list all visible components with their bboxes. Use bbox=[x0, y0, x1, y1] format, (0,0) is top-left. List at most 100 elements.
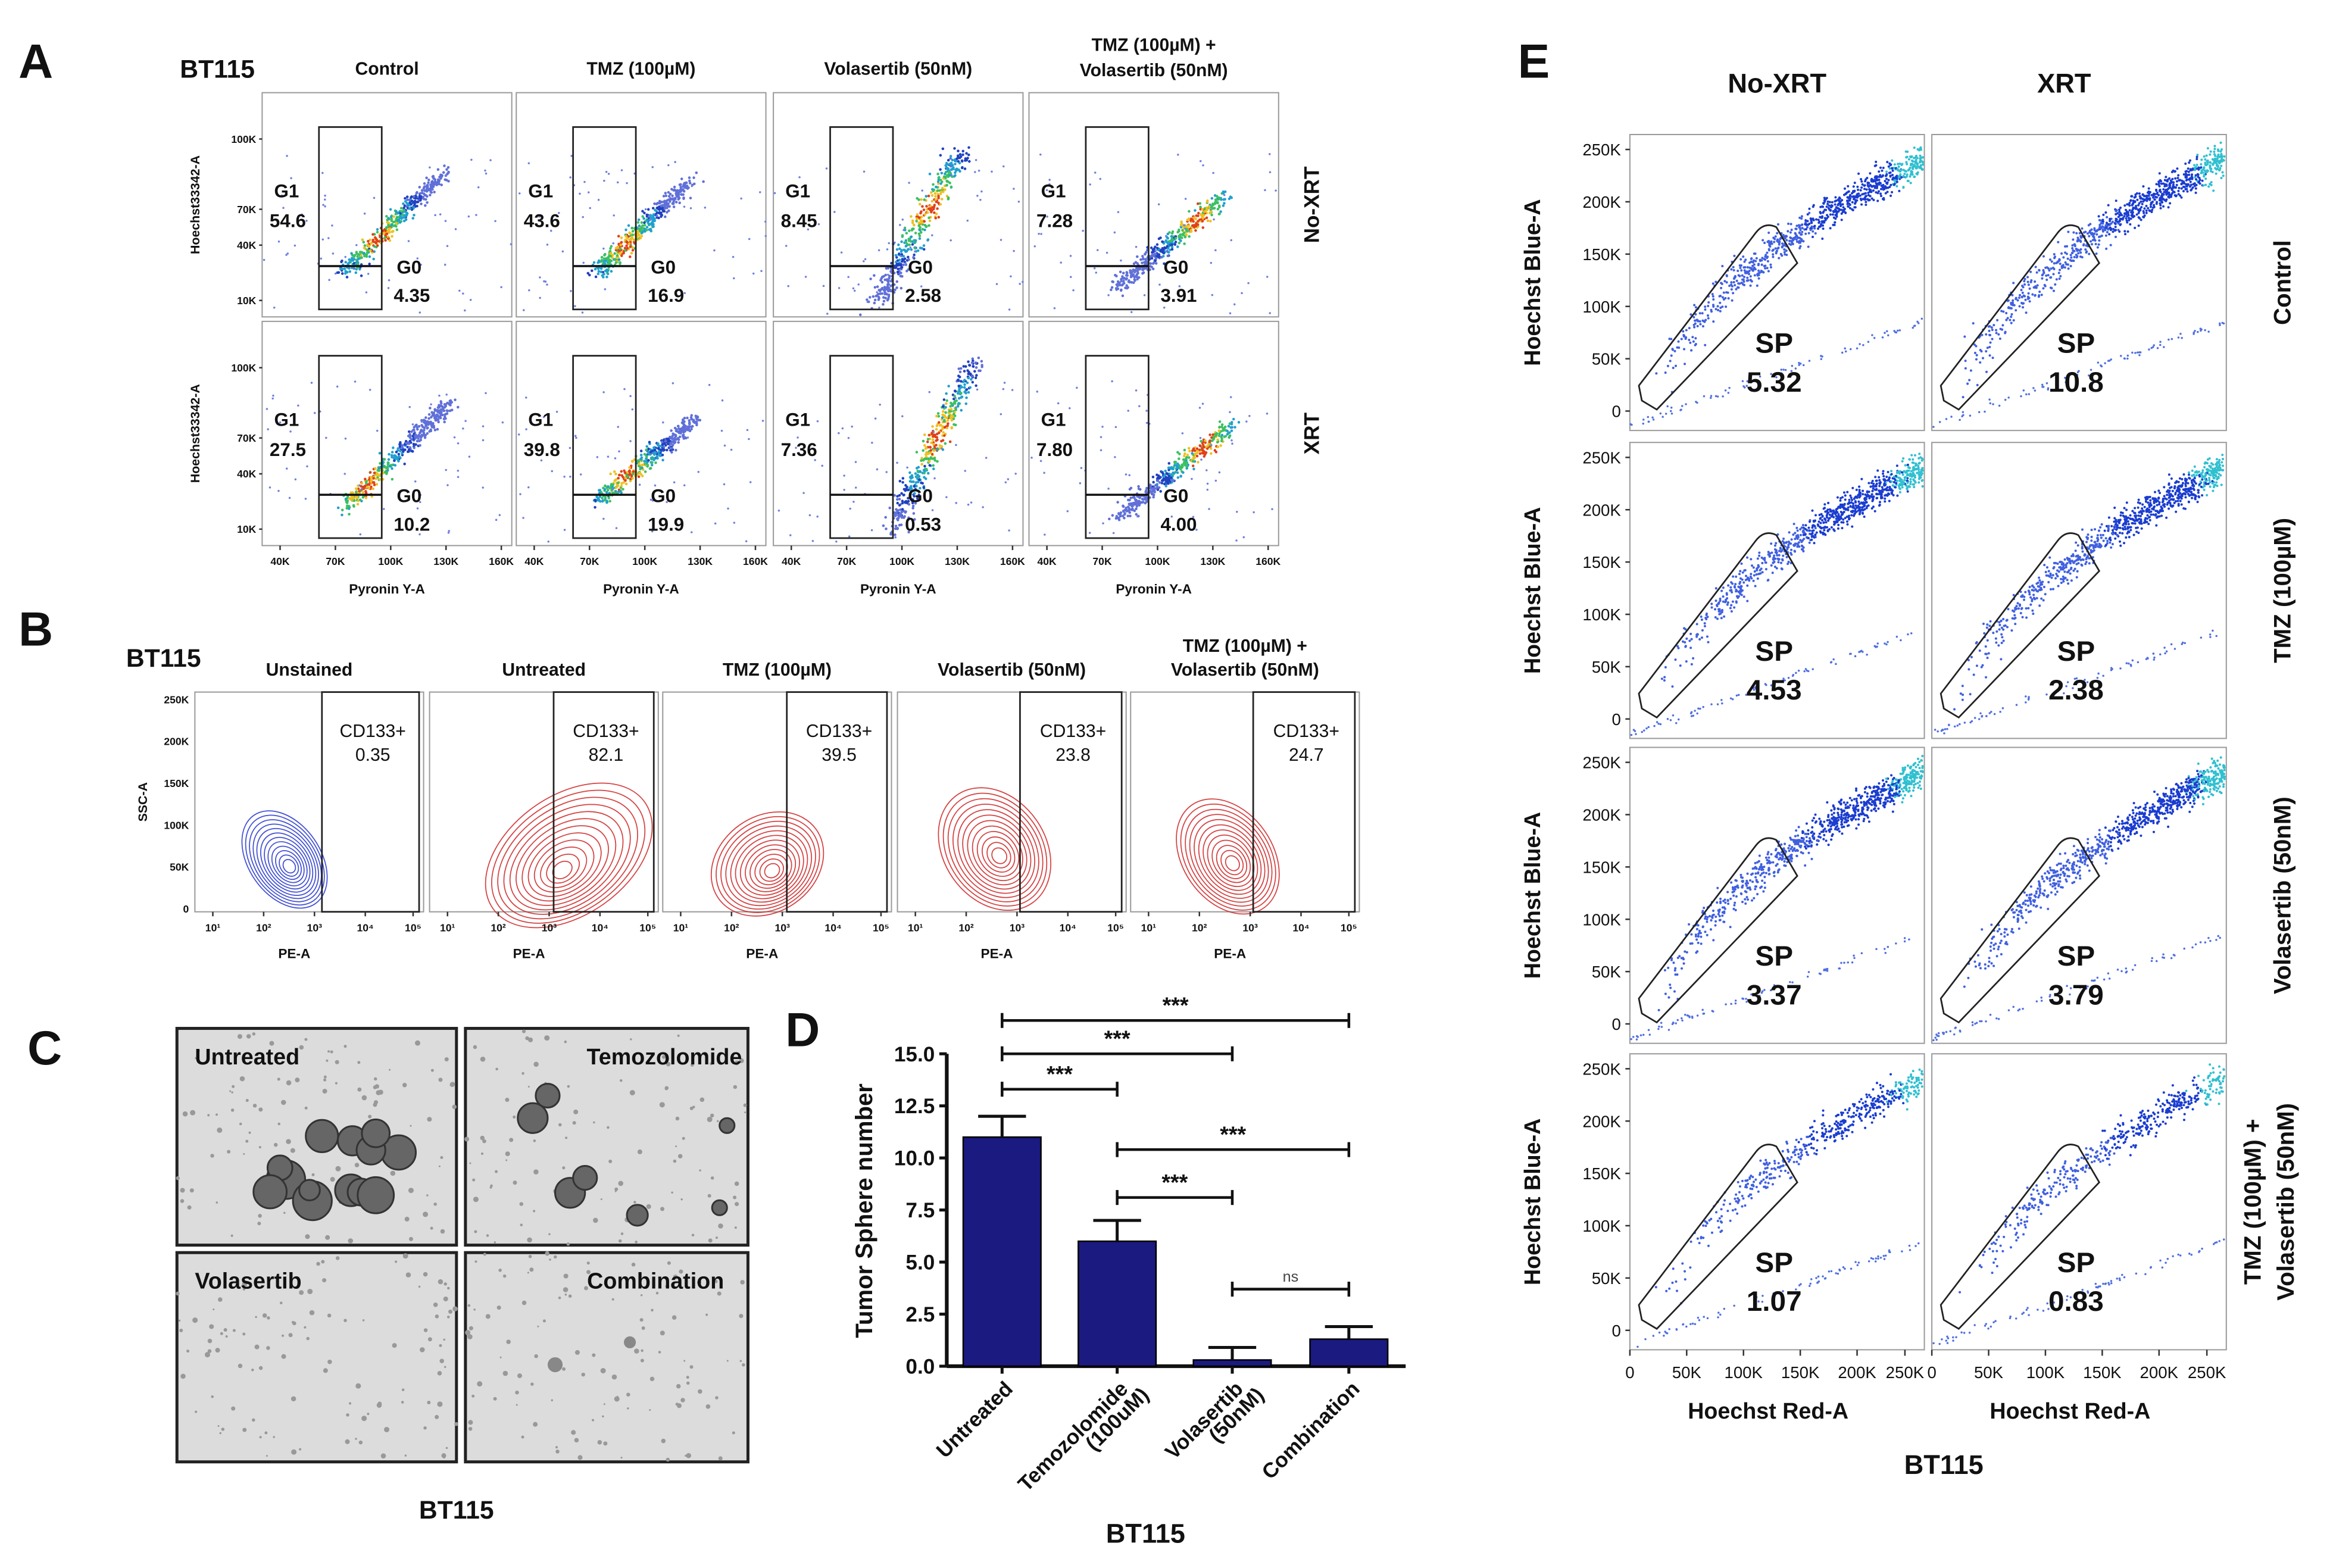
event-dot bbox=[641, 210, 644, 213]
event-dot bbox=[683, 484, 686, 487]
event-dot bbox=[941, 447, 943, 450]
event-dot bbox=[980, 360, 983, 363]
event-dot bbox=[1030, 457, 1033, 459]
cell-dot bbox=[534, 1354, 538, 1358]
event-dot bbox=[603, 488, 607, 491]
event-dot bbox=[1017, 200, 1020, 203]
event-dot bbox=[475, 214, 477, 216]
event-dot bbox=[423, 182, 426, 185]
event-dot bbox=[932, 442, 935, 446]
significance-label: *** bbox=[1047, 1061, 1073, 1086]
event-dot bbox=[411, 423, 414, 426]
event-dot bbox=[432, 421, 435, 425]
event-dot bbox=[1725, 305, 1728, 308]
event-dot bbox=[609, 252, 612, 255]
event-dot bbox=[907, 255, 910, 259]
g1-gate bbox=[318, 126, 383, 311]
event-dot bbox=[1242, 536, 1245, 539]
tumor-sphere bbox=[711, 1199, 728, 1216]
event-dot bbox=[683, 417, 686, 420]
event-dot bbox=[671, 194, 674, 198]
event-dot bbox=[895, 280, 899, 283]
x-tick-label: 10² bbox=[1192, 922, 1207, 933]
cell-dot bbox=[346, 1413, 349, 1417]
event-dot bbox=[393, 454, 396, 457]
event-dot bbox=[412, 195, 416, 198]
event-dot bbox=[433, 183, 436, 186]
cell-dot bbox=[600, 1198, 602, 1201]
event-dot bbox=[688, 176, 691, 179]
cell-dot bbox=[182, 1111, 188, 1117]
event-dot bbox=[825, 167, 828, 170]
event-dot bbox=[464, 420, 467, 422]
event-dot bbox=[619, 489, 622, 493]
event-dot bbox=[675, 428, 678, 431]
event-dot bbox=[1219, 444, 1222, 447]
event-dot bbox=[420, 433, 423, 437]
event-dot bbox=[936, 460, 939, 463]
cell-dot bbox=[603, 1441, 608, 1446]
event-dot bbox=[1126, 509, 1129, 513]
event-dot bbox=[1151, 489, 1154, 492]
event-dot bbox=[1218, 471, 1221, 474]
event-dot bbox=[1199, 436, 1202, 439]
event-dot bbox=[351, 266, 354, 270]
event-dot bbox=[610, 270, 613, 273]
plot-frame bbox=[516, 320, 767, 546]
event-dot bbox=[674, 449, 677, 452]
cell-dot bbox=[426, 1194, 429, 1197]
x-tick-label: 130K bbox=[433, 555, 458, 567]
event-dot bbox=[343, 271, 347, 275]
event-dot bbox=[632, 472, 635, 476]
cell-dot bbox=[327, 1359, 332, 1364]
event-dot bbox=[417, 433, 420, 437]
event-dot bbox=[1176, 476, 1180, 479]
event-dot bbox=[629, 440, 632, 442]
event-dot bbox=[1777, 246, 1780, 249]
event-dot bbox=[1688, 327, 1691, 330]
g0-value: 16.9 bbox=[648, 285, 684, 306]
event-dot bbox=[955, 169, 958, 172]
event-dot bbox=[1166, 236, 1170, 240]
event-dot bbox=[880, 286, 884, 290]
event-dot bbox=[807, 228, 810, 231]
event-dot bbox=[1125, 284, 1128, 287]
cell-dot bbox=[732, 1431, 735, 1435]
event-dot bbox=[424, 422, 427, 425]
x-tick-label: 70K bbox=[1092, 555, 1112, 567]
cell-dot bbox=[555, 1450, 560, 1454]
event-dot bbox=[410, 199, 414, 202]
y-tick-label: 200K bbox=[164, 736, 189, 748]
plot-frame bbox=[1028, 320, 1279, 546]
event-dot bbox=[808, 514, 811, 517]
cell-dot bbox=[264, 1431, 268, 1435]
event-dot bbox=[355, 495, 358, 499]
event-dot bbox=[1107, 488, 1110, 490]
event-dot bbox=[937, 196, 940, 199]
event-dot bbox=[406, 450, 410, 454]
cell-dot bbox=[744, 1111, 747, 1114]
event-dot bbox=[629, 232, 632, 235]
g1-label: G1 bbox=[1041, 180, 1066, 201]
cell-dot bbox=[384, 1426, 390, 1433]
event-dot bbox=[946, 424, 949, 427]
event-dot bbox=[446, 410, 449, 413]
event-dot bbox=[327, 237, 330, 239]
cell-dot bbox=[522, 1029, 526, 1033]
event-dot bbox=[286, 467, 288, 470]
cell-dot bbox=[592, 1353, 596, 1357]
event-dot bbox=[602, 247, 605, 250]
event-dot bbox=[932, 189, 935, 192]
event-dot bbox=[918, 237, 922, 240]
event-dot bbox=[1135, 502, 1139, 506]
event-dot bbox=[320, 257, 323, 260]
event-dot bbox=[899, 224, 901, 226]
event-dot bbox=[1201, 217, 1205, 220]
event-dot bbox=[1217, 429, 1221, 432]
event-dot bbox=[1205, 200, 1209, 204]
event-dot bbox=[1171, 467, 1175, 470]
event-dot bbox=[1153, 252, 1156, 256]
event-dot bbox=[1216, 445, 1220, 449]
event-dot bbox=[558, 212, 560, 214]
event-dot bbox=[324, 205, 326, 208]
